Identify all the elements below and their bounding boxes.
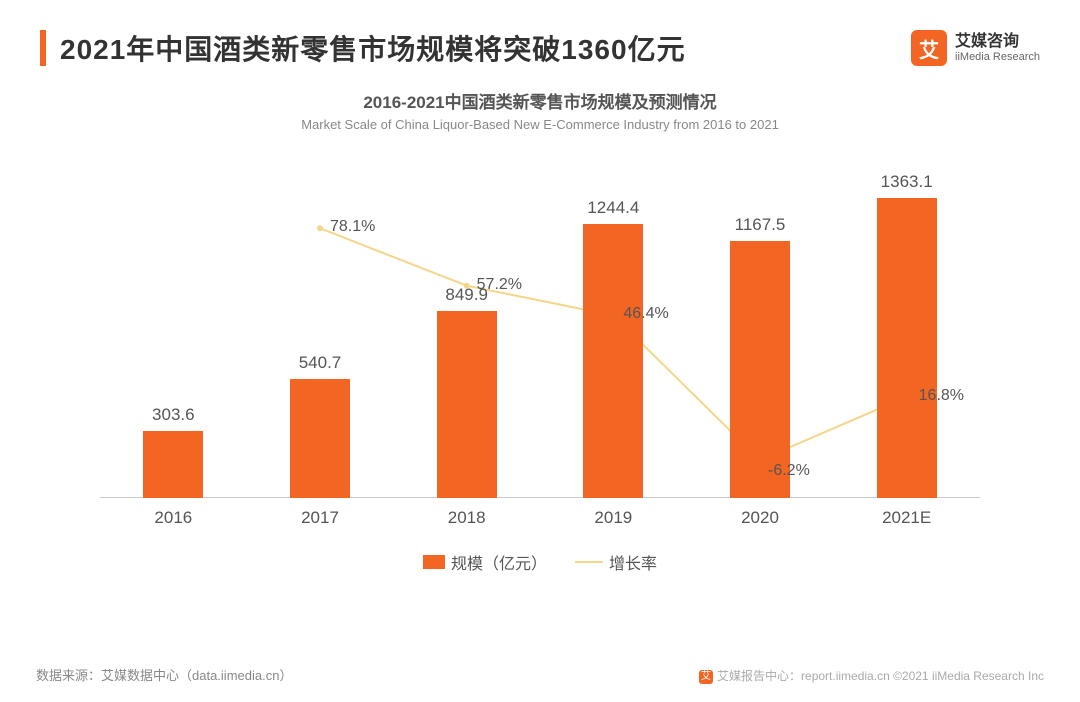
legend-bar-label: 规模（亿元）	[451, 550, 547, 574]
plot: 303.62016540.72017849.920181244.42019116…	[100, 168, 980, 498]
footer-source: 数据来源：艾媒数据中心（data.iimedia.cn）	[36, 665, 292, 684]
bar	[877, 198, 937, 498]
line-value-label: 57.2%	[477, 276, 522, 294]
legend-line-label: 增长率	[609, 550, 657, 574]
accent-bar	[40, 30, 46, 66]
bar-value-label: 540.7	[260, 353, 380, 373]
brand-text: 艾媒咨询 iiMedia Research	[955, 33, 1040, 63]
line-value-label: -6.2%	[768, 462, 810, 480]
brand-icon: 艾	[911, 30, 947, 66]
x-axis-label: 2017	[260, 508, 380, 528]
bar	[143, 431, 203, 498]
brand-logo: 艾 艾媒咨询 iiMedia Research	[911, 30, 1040, 66]
line-value-label: 46.4%	[623, 305, 668, 323]
footer-credit-text: 艾媒报告中心：report.iimedia.cn ©2021 iiMedia R…	[717, 669, 1044, 683]
chart-subtitle-en: Market Scale of China Liquor-Based New E…	[60, 117, 1020, 132]
x-axis-label: 2020	[700, 508, 820, 528]
page-title: 2021年中国酒类新零售市场规模将突破1360亿元	[60, 28, 686, 68]
title-wrap: 2021年中国酒类新零售市场规模将突破1360亿元	[40, 28, 686, 68]
bar-value-label: 303.6	[113, 405, 233, 425]
chart-area: 2016-2021中国酒类新零售市场规模及预测情况 Market Scale o…	[60, 88, 1020, 608]
x-axis-label: 2019	[553, 508, 673, 528]
legend-bar: 规模（亿元）	[423, 550, 547, 574]
line-marker	[317, 225, 323, 231]
bar	[583, 224, 643, 498]
legend-line: 增长率	[575, 550, 657, 574]
bar	[730, 241, 790, 498]
footer-credit: 艾艾媒报告中心：report.iimedia.cn ©2021 iiMedia …	[699, 667, 1044, 684]
legend-bar-swatch	[423, 555, 445, 569]
legend: 规模（亿元） 增长率	[60, 550, 1020, 574]
line-chart	[100, 168, 980, 498]
line-value-label: 78.1%	[330, 218, 375, 236]
footer-logo-icon: 艾	[699, 670, 713, 684]
x-axis-label: 2021E	[847, 508, 967, 528]
chart-subtitle-cn: 2016-2021中国酒类新零售市场规模及预测情况	[60, 88, 1020, 113]
line-value-label: 16.8%	[919, 387, 964, 405]
brand-name-cn: 艾媒咨询	[955, 33, 1040, 51]
brand-name-en: iiMedia Research	[955, 51, 1040, 63]
x-axis-label: 2016	[113, 508, 233, 528]
bar-value-label: 1363.1	[847, 172, 967, 192]
header: 2021年中国酒类新零售市场规模将突破1360亿元 艾 艾媒咨询 iiMedia…	[0, 0, 1080, 78]
legend-line-swatch	[575, 561, 603, 563]
bar	[290, 379, 350, 498]
bar-value-label: 1244.4	[553, 198, 673, 218]
bar-value-label: 1167.5	[700, 215, 820, 235]
bar	[437, 311, 497, 498]
x-axis-label: 2018	[407, 508, 527, 528]
